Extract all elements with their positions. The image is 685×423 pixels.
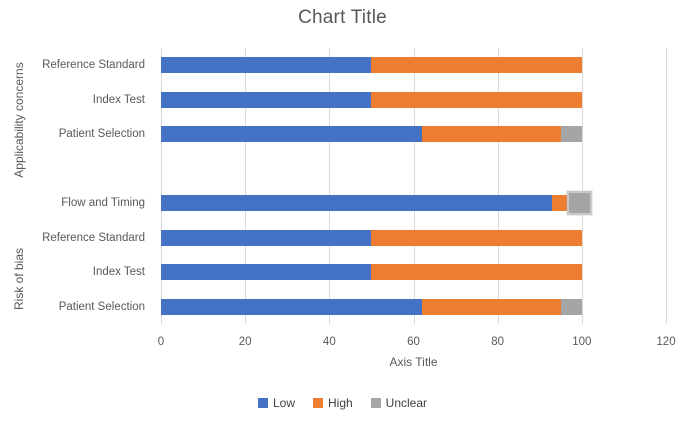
legend-label: Unclear [385,396,428,410]
gridline [497,48,499,324]
bar-segment-low[interactable] [161,298,422,315]
category-label: Index Test [92,93,145,106]
x-tick-label: 100 [572,336,592,348]
bar-segment-low[interactable] [161,229,372,246]
chart-title[interactable]: Chart Title [298,7,387,28]
bar-segment-unclear[interactable] [569,193,591,214]
legend: Low High Unclear [0,396,685,410]
category-label: Patient Selection [58,300,145,313]
stacked-bar [161,126,666,143]
bar-segment-unclear[interactable] [560,126,582,143]
category-label: Reference Standard [42,59,145,72]
category-label: Index Test [92,266,145,279]
x-tick-label: 80 [491,336,505,348]
legend-swatch-low-icon [257,398,268,408]
legend-item-low[interactable]: Low [257,396,295,410]
legend-swatch-unclear-icon [370,398,381,408]
bar-segment-high[interactable] [552,195,570,212]
bar-segment-high[interactable] [421,126,561,143]
bar-segment-unclear[interactable] [560,298,582,315]
category-label: Patient Selection [58,128,145,141]
bar-segment-high[interactable] [371,264,582,281]
x-tick-label: 40 [322,336,336,348]
bar-segment-low[interactable] [161,195,553,212]
gridline [413,48,415,324]
x-tick-label: 20 [238,336,252,348]
legend-item-unclear[interactable]: Unclear [370,396,428,410]
legend-item-high[interactable]: High [312,396,353,410]
category-axis-line [161,48,162,324]
bar-segment-high[interactable] [421,298,561,315]
bar-segment-high[interactable] [371,229,582,246]
bar-segment-low[interactable] [161,264,372,281]
stacked-bar [161,193,666,214]
stacked-bar [161,229,666,246]
stacked-bar [161,264,666,281]
x-tick-label: 120 [656,336,676,348]
x-tick-label: 60 [407,336,420,348]
gridline [581,48,583,324]
stacked-bar [161,91,666,108]
stacked-bar [161,57,666,74]
gridline [329,48,331,324]
gridline [245,48,247,324]
category-label: Flow and Timing [61,197,145,210]
stacked-bar [161,298,666,315]
bar-segment-high[interactable] [371,91,582,108]
category-label: Reference Standard [42,231,145,244]
legend-label: Low [272,396,295,410]
bar-segment-low[interactable] [161,57,372,74]
bar-segment-low[interactable] [161,126,422,143]
x-tick-label: 0 [157,336,165,348]
legend-label: High [327,396,353,410]
gridline [666,48,667,324]
bar-segment-high[interactable] [371,57,582,74]
x-axis-title[interactable]: Axis Title [389,355,438,369]
group-label: Applicability concerns [12,62,26,178]
legend-swatch-high-icon [312,398,323,408]
bar-segment-low[interactable] [161,91,372,108]
